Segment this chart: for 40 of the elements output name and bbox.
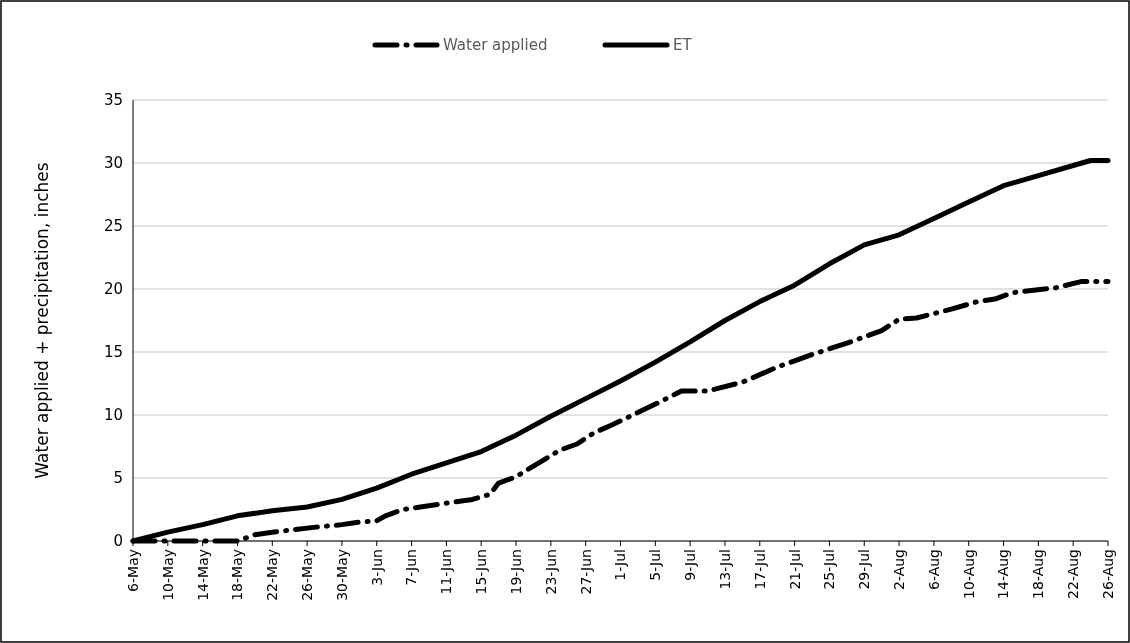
x-tick-label: 1-Jul <box>612 549 629 581</box>
x-tick-label: 21-Jul <box>786 549 803 590</box>
x-tick-label: 6-May <box>124 549 141 592</box>
y-tick-label: 20 <box>103 280 123 299</box>
x-tick-label: 22-May <box>264 549 281 601</box>
x-tick-label: 22-Aug <box>1065 549 1082 599</box>
x-tick-label: 18-Aug <box>1030 549 1047 599</box>
x-tick-label: 5-Jul <box>647 549 664 581</box>
x-tick-label: 18-May <box>229 549 246 601</box>
x-tick-label: 3-Jun <box>368 549 385 586</box>
x-tick-label: 9-Jul <box>682 549 699 581</box>
x-tick-label: 25-Jul <box>821 549 838 590</box>
y-axis-title: Water applied + precipitation, inches <box>32 162 52 479</box>
x-tick-label: 30-May <box>333 549 350 601</box>
x-tick-label: 7-Jun <box>403 549 420 586</box>
y-tick-label: 30 <box>103 154 123 173</box>
x-tick-label: 10-Aug <box>960 549 977 599</box>
x-tick-label: 17-Jul <box>751 549 768 590</box>
x-tick-label: 6-Aug <box>925 549 942 590</box>
x-tick-label: 14-Aug <box>995 549 1012 599</box>
x-tick-label: 19-Jun <box>507 549 524 595</box>
x-tick-label: 23-Jun <box>542 549 559 595</box>
x-tick-label: 2-Aug <box>890 549 907 590</box>
x-tick-label: 27-Jun <box>577 549 594 595</box>
y-tick-label: 15 <box>103 343 123 362</box>
y-tick-label: 10 <box>103 406 123 425</box>
y-tick-label: 35 <box>103 91 123 110</box>
x-tick-label: 13-Jul <box>716 549 733 590</box>
y-tick-label: 25 <box>103 217 123 236</box>
x-tick-label: 11-Jun <box>438 549 455 595</box>
legend-label: ET <box>673 36 693 55</box>
x-tick-label: 26-May <box>299 549 316 601</box>
x-tick-label: 15-Jun <box>473 549 490 595</box>
legend-label: Water applied <box>443 36 548 55</box>
y-tick-label: 5 <box>113 469 123 488</box>
y-tick-label: 0 <box>113 532 123 551</box>
x-tick-label: 26-Aug <box>1099 549 1116 599</box>
x-tick-label: 10-May <box>159 549 176 601</box>
x-tick-label: 14-May <box>194 549 211 601</box>
x-tick-label: 29-Jul <box>856 549 873 590</box>
